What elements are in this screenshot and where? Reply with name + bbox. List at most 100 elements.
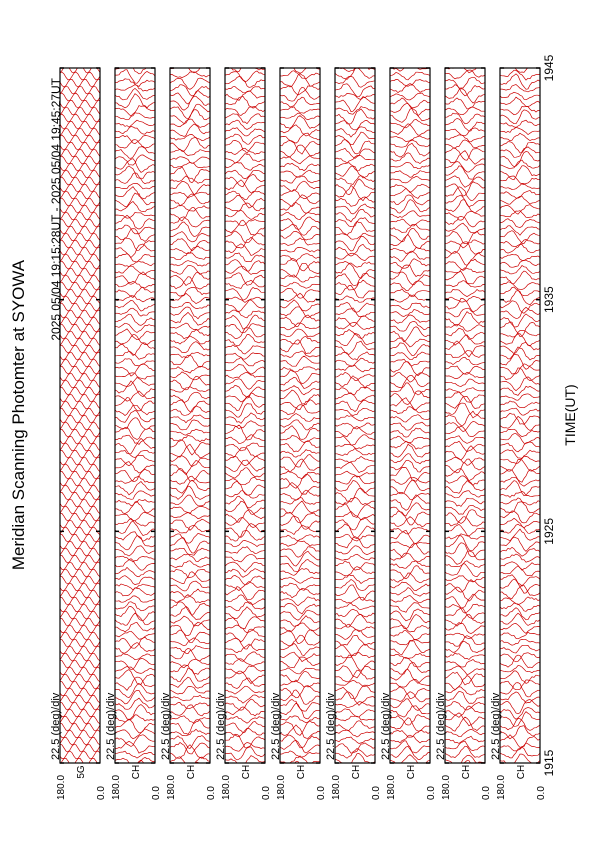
trace [170,485,210,500]
trace [445,607,485,620]
trace [390,258,430,269]
trace [280,180,320,192]
trace [60,162,100,172]
trace [60,638,100,648]
trace [60,337,100,347]
trace [225,202,265,212]
trace [280,211,320,220]
trace [115,511,155,522]
trace [115,358,155,367]
trace [280,534,320,542]
scale-label: 22.5 (deg)/div [270,692,282,760]
trace [500,210,540,218]
trace [170,494,210,507]
trace [390,210,430,219]
trace [60,561,100,571]
trace [170,648,210,662]
trace [500,84,540,93]
trace [500,126,540,136]
trace [335,480,375,494]
trace [445,716,485,732]
trace [225,594,265,605]
trace [60,176,100,186]
trace [115,461,155,474]
trace [170,428,210,436]
y-tick-label: 0.0 [96,786,107,800]
trace [445,445,485,461]
trace [445,258,485,271]
y-tick-label: 0.0 [426,786,437,800]
trace [170,191,210,199]
trace [390,552,430,563]
trace [445,425,485,437]
trace [335,393,375,402]
trace [390,608,430,622]
trace [60,589,100,599]
trace [170,205,210,212]
trace [445,50,485,58]
trace [500,141,540,154]
trace [445,516,485,527]
trace [60,260,100,270]
trace [60,687,100,697]
trace [335,252,375,261]
trace [335,263,375,279]
trace [170,84,210,97]
trace [170,744,210,759]
trace [225,412,265,424]
trace [280,288,320,299]
trace [445,396,485,409]
trace [115,192,155,207]
trace [115,105,155,117]
trace [390,652,430,660]
trace [115,350,155,360]
trace [500,306,540,319]
trace [280,497,320,505]
trace [445,735,485,744]
trace [115,158,155,173]
trace [60,750,100,760]
trace [390,250,430,262]
trace [335,684,375,700]
channel-label: 5G [76,765,87,779]
trace [60,281,100,291]
trace [170,518,210,531]
trace [390,435,430,443]
trace [170,238,210,252]
trace [335,455,375,464]
trace [445,378,485,387]
trace [335,221,375,236]
trace [170,414,210,424]
trace [280,140,320,155]
trace [115,328,155,341]
trace [500,400,540,409]
trace [500,456,540,464]
trace [445,327,485,340]
trace [225,467,265,479]
trace [445,356,485,366]
trace [390,103,430,117]
trace [60,253,100,262]
trace [115,299,155,312]
trace [170,286,210,297]
trace [115,583,155,591]
trace [60,190,100,200]
trace [60,701,100,711]
trace [445,740,485,751]
trace [445,296,485,303]
trace [115,740,155,754]
trace [445,118,485,132]
trace [170,302,210,309]
trace [225,685,265,695]
trace [335,475,375,485]
trace [280,482,320,495]
trace [115,499,155,506]
trace [445,139,485,150]
panel-frame [114,67,156,764]
trace [225,575,265,586]
trace [225,698,265,711]
trace [335,665,375,679]
trace [390,459,430,473]
trace [500,119,540,128]
trace [170,702,210,710]
